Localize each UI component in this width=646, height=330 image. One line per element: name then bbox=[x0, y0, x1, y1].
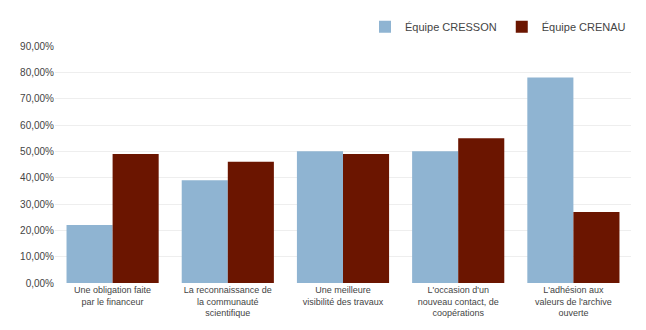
svg-text:20,00%: 20,00% bbox=[20, 225, 54, 236]
svg-text:70,00%: 70,00% bbox=[20, 93, 54, 104]
svg-text:10,00%: 10,00% bbox=[20, 251, 54, 262]
svg-text:L'adhésion auxvaleurs de l'arc: L'adhésion auxvaleurs de l'archiveouvert… bbox=[535, 285, 612, 318]
svg-text:90,00%: 90,00% bbox=[20, 41, 54, 52]
svg-text:0,00%: 0,00% bbox=[26, 278, 54, 289]
svg-text:50,00%: 50,00% bbox=[20, 146, 54, 157]
svg-text:La reconnaissance dela communa: La reconnaissance dela communautéscienti… bbox=[184, 285, 272, 318]
svg-text:Une meilleurevisibilité des tr: Une meilleurevisibilité des travaux bbox=[303, 285, 384, 307]
svg-text:30,00%: 30,00% bbox=[20, 199, 54, 210]
svg-text:40,00%: 40,00% bbox=[20, 172, 54, 183]
svg-text:L'occasion d'unnouveau contact: L'occasion d'unnouveau contact, decoopér… bbox=[418, 285, 499, 318]
svg-text:Équipe CRENAU: Équipe CRENAU bbox=[542, 21, 626, 33]
svg-text:80,00%: 80,00% bbox=[20, 67, 54, 78]
svg-text:Une obligation faitepar le fin: Une obligation faitepar le financeur bbox=[74, 285, 151, 307]
svg-text:Équipe CRESSON: Équipe CRESSON bbox=[405, 21, 497, 33]
svg-text:60,00%: 60,00% bbox=[20, 120, 54, 131]
